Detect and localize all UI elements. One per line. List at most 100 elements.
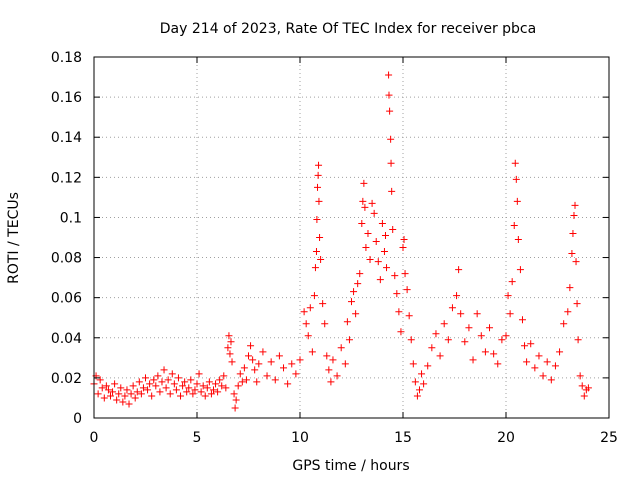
data-point (323, 352, 331, 360)
data-point (212, 380, 220, 388)
data-point (174, 374, 182, 382)
data-point (164, 376, 172, 384)
data-point (310, 292, 318, 300)
data-point (96, 376, 104, 384)
data-point (177, 392, 185, 400)
data-point (578, 382, 586, 390)
data-point (521, 342, 529, 350)
data-point (313, 215, 321, 223)
data-point (569, 229, 577, 237)
data-point (191, 386, 199, 394)
data-point (573, 300, 581, 308)
data-point (518, 316, 526, 324)
data-point (189, 390, 197, 398)
data-point (102, 382, 110, 390)
x-tick-label: 15 (394, 430, 412, 446)
data-point (469, 356, 477, 364)
data-point (547, 376, 555, 384)
data-point (150, 376, 158, 384)
data-point (566, 284, 574, 292)
data-point (361, 203, 369, 211)
data-point (304, 332, 312, 340)
data-point (494, 360, 502, 368)
data-point (240, 364, 248, 372)
data-point (535, 352, 543, 360)
data-point (131, 394, 139, 402)
data-point (341, 360, 349, 368)
data-point (504, 292, 512, 300)
data-point (288, 360, 296, 368)
data-point (415, 386, 423, 394)
data-point (123, 386, 131, 394)
data-point (457, 310, 465, 318)
data-point (314, 183, 322, 191)
data-point (127, 390, 135, 398)
data-point (315, 161, 323, 169)
data-point (380, 248, 388, 256)
data-point (348, 298, 355, 306)
data-point (513, 197, 521, 205)
data-point (152, 382, 160, 390)
data-point (316, 234, 324, 241)
data-point (227, 338, 235, 346)
data-point (135, 378, 143, 386)
data-point (321, 320, 329, 328)
data-point (461, 338, 469, 346)
data-point (413, 392, 421, 400)
data-point (146, 380, 154, 388)
data-point (387, 135, 395, 143)
data-point (158, 378, 166, 386)
x-tick-label: 5 (193, 430, 202, 446)
data-point (129, 382, 137, 390)
data-point (327, 378, 335, 386)
data-point (113, 396, 121, 404)
data-point (523, 358, 531, 366)
data-point (201, 392, 209, 400)
data-point (424, 362, 432, 370)
data-point (356, 270, 364, 278)
data-point (455, 266, 463, 274)
data-point (284, 380, 292, 388)
data-point (214, 388, 222, 396)
data-point (98, 384, 106, 392)
data-point (481, 348, 489, 356)
data-point (160, 366, 168, 374)
chart-title: Day 214 of 2023, Rate Of TEC Index for r… (160, 21, 536, 37)
y-tick-label: 0.1 (60, 210, 82, 226)
data-point (400, 236, 408, 244)
data-point (296, 356, 304, 364)
data-point (100, 394, 108, 402)
data-point (142, 374, 149, 382)
y-tick-label: 0.04 (51, 331, 82, 347)
data-point (397, 328, 405, 336)
data-point (207, 390, 215, 398)
data-point (231, 404, 239, 412)
data-point (370, 209, 378, 217)
data-point (267, 358, 275, 366)
data-point (360, 179, 368, 187)
data-point (372, 238, 380, 246)
data-point (119, 398, 127, 406)
data-point (386, 107, 394, 115)
plot-frame (93, 56, 610, 419)
data-point (337, 344, 345, 352)
data-point (236, 370, 244, 378)
data-point (144, 386, 152, 394)
data-point (195, 370, 203, 378)
data-point (418, 370, 426, 378)
data-point (226, 350, 234, 358)
data-point (312, 248, 320, 256)
data-point (352, 310, 360, 318)
data-point (222, 384, 230, 392)
data-point (385, 71, 393, 79)
data-point (209, 386, 217, 394)
y-tick-label: 0.14 (51, 130, 82, 146)
data-point (271, 376, 279, 384)
data-point (448, 304, 456, 312)
data-point (389, 225, 397, 233)
data-point (512, 175, 520, 183)
data-point (364, 229, 372, 237)
data-point (193, 380, 201, 388)
data-point (510, 221, 518, 229)
data-point (168, 370, 176, 378)
